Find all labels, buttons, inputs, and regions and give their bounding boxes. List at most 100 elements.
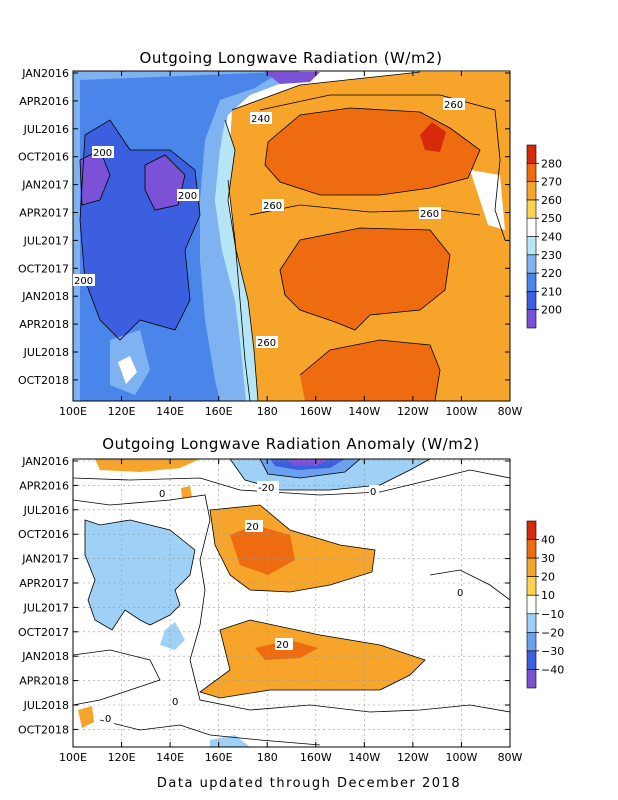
colorbar-swatch — [526, 632, 537, 652]
panel1-colorbar: 200 210 220 230 240 250 260 270 280 — [526, 144, 562, 329]
colorbar-label: 210 — [541, 285, 562, 298]
olr-200-core-a — [80, 150, 110, 205]
y-tick-label: APR2018 — [19, 675, 69, 688]
y-tick-label: APR2017 — [19, 207, 69, 220]
olr-270-lobe-2018 — [300, 340, 440, 401]
y-tick-label: OCT2018 — [18, 723, 69, 736]
y-tick-label: JUL2017 — [23, 601, 69, 614]
x-tick-label: 120W — [397, 751, 429, 764]
panel2-y-axis: JAN2016 APR2016 JUL2016 OCT2016 JAN2017 APR20… — [18, 455, 510, 736]
contour-label: 260 — [257, 338, 276, 349]
y-tick-label: JUL2018 — [23, 699, 69, 712]
y-tick-label: OCT2018 — [18, 374, 69, 387]
anom-neg-west-2018 — [160, 622, 185, 650]
y-tick-label: JUL2016 — [23, 123, 69, 136]
panel2-grid — [73, 459, 510, 747]
y-tick-label: APR2017 — [19, 577, 69, 590]
panel2-x-axis: 100E 120E 140E 160E 180 160W 140W 120W 100W 80W — [59, 459, 523, 764]
colorbar-swatch — [526, 199, 537, 219]
x-tick-label: 120E — [108, 405, 136, 418]
colorbar-swatch — [526, 650, 537, 670]
olr-250-pocket — [118, 356, 137, 384]
x-tick-label: 100E — [59, 405, 87, 418]
colorbar-label: 10 — [541, 589, 555, 602]
x-tick-label: 160W — [300, 751, 332, 764]
y-tick-label: JAN2017 — [21, 553, 69, 566]
colorbar-swatch — [526, 309, 537, 329]
olr-280-spot — [420, 122, 446, 152]
y-tick-label: OCT2016 — [18, 151, 69, 164]
panel1-title: Outgoing Longwave Radiation (W/m2) — [140, 49, 443, 67]
contour-label: 200 — [74, 276, 93, 287]
colorbar-swatch — [526, 613, 537, 633]
colorbar-swatch — [526, 291, 537, 310]
anom-neg-west-2016 — [85, 520, 195, 630]
colorbar-swatch — [526, 272, 537, 292]
colorbar-swatch — [526, 520, 537, 540]
x-tick-label: 140W — [348, 405, 380, 418]
colorbar-swatch — [526, 144, 537, 164]
panel2-contours — [73, 459, 510, 746]
contour-label: 260 — [263, 201, 282, 212]
y-tick-label: OCT2017 — [18, 262, 69, 275]
colorbar-label: 240 — [541, 231, 562, 244]
panel2-frame — [72, 458, 511, 748]
colorbar-swatch — [526, 217, 537, 237]
x-tick-label: 80W — [498, 751, 523, 764]
colorbar-label: 280 — [541, 157, 562, 170]
x-tick-label: 160E — [205, 405, 233, 418]
anom-pos-oct2018 — [78, 706, 94, 728]
y-tick-label: OCT2016 — [18, 528, 69, 541]
colorbar-swatch — [526, 181, 537, 201]
x-tick-label: 120W — [397, 405, 429, 418]
y-tick-label: JUL2016 — [23, 504, 69, 517]
panel1-field — [73, 71, 510, 401]
x-tick-label: 140W — [348, 751, 380, 764]
x-tick-label: 100E — [59, 751, 87, 764]
contour-label: 0 — [105, 714, 111, 725]
colorbar-label: −40 — [541, 663, 564, 676]
colorbar-swatch — [526, 236, 537, 256]
contour-label: 20 — [276, 640, 289, 651]
contour-label: 260 — [420, 209, 439, 220]
footer-note: Data updated through December 2018 — [156, 776, 462, 791]
panel1-contour-labels: 200 200 200 240 260 260 260 260 — [73, 98, 465, 349]
y-tick-label: JAN2016 — [21, 455, 69, 468]
y-tick-label: APR2016 — [19, 479, 69, 492]
x-tick-label: 140E — [156, 405, 184, 418]
olr-200-core-b — [145, 155, 185, 210]
anom-pos-2017-2018 — [200, 620, 425, 698]
colorbar-label: −10 — [541, 608, 564, 621]
colorbar-label: 220 — [541, 267, 562, 280]
colorbar-swatch — [526, 594, 537, 615]
panel2-colorbar: 40 30 20 10 −10 −20 −30 −40 — [526, 520, 564, 689]
y-tick-label: JAN2017 — [21, 179, 69, 192]
colorbar-swatch — [526, 576, 537, 596]
y-tick-label: JAN2018 — [21, 290, 69, 303]
colorbar-label: 40 — [541, 534, 555, 547]
colorbar-label: 270 — [541, 176, 562, 189]
colorbar-label: 250 — [541, 212, 562, 225]
x-tick-label: 160E — [205, 751, 233, 764]
contour-label: 0 — [172, 697, 178, 708]
colorbar-label: 230 — [541, 249, 562, 262]
contour-label: 0 — [159, 489, 165, 500]
colorbar-swatch — [526, 669, 537, 689]
contour-label: -20 — [258, 483, 274, 494]
x-tick-label: 160W — [300, 405, 332, 418]
x-tick-label: 80W — [498, 405, 523, 418]
panel1-x-axis: 100E 120E 140E 160E 180 160W 140W 120W 100W 80W — [59, 71, 523, 418]
panel2-field — [73, 459, 510, 747]
colorbar-label: 20 — [541, 571, 555, 584]
colorbar-label: 30 — [541, 552, 555, 565]
y-tick-label: JAN2018 — [21, 650, 69, 663]
y-tick-label: APR2016 — [19, 95, 69, 108]
colorbar-label: −30 — [541, 645, 564, 658]
panel1-y-axis: JAN2016 APR2016 JUL2016 OCT2016 JAN2017 APR20… — [18, 67, 510, 387]
contour-label: 0 — [370, 487, 376, 498]
contour-label: 240 — [251, 114, 270, 125]
x-tick-label: 140E — [156, 751, 184, 764]
olr-200-core-c — [265, 72, 320, 84]
y-tick-label: APR2018 — [19, 318, 69, 331]
